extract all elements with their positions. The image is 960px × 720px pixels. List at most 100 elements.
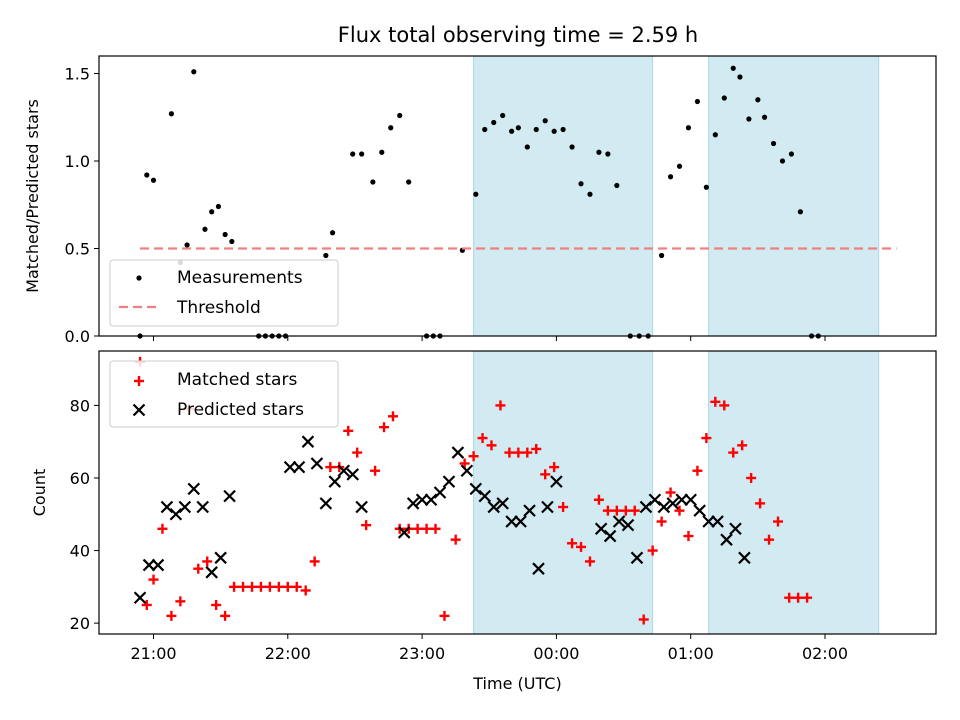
predicted-point <box>648 493 662 507</box>
predicted-point <box>505 515 518 528</box>
shaded-interval <box>473 55 654 337</box>
measurement-point <box>703 184 709 190</box>
legend: Measurements Threshold <box>109 259 339 327</box>
predicted-point <box>675 493 689 507</box>
predicted-point-b <box>505 515 518 528</box>
matched-point <box>282 581 293 592</box>
predicted-point <box>424 493 438 507</box>
predicted-point-b <box>460 464 474 478</box>
predicted-point-b <box>478 489 492 503</box>
predicted-point <box>397 526 411 539</box>
matched-point <box>211 599 222 610</box>
predicted-point <box>603 529 617 543</box>
predicted-point-b <box>196 500 210 514</box>
measurement-point <box>388 125 394 131</box>
bottom-panel: 20 40 60 80 21:00 22:00 23:00 00:00 01:00 02:00 Co… <box>30 350 937 693</box>
predicted-point-b <box>406 497 420 510</box>
predicted-point <box>169 507 183 521</box>
matched-point <box>220 610 231 621</box>
measurement-point <box>482 126 488 133</box>
measurement-point <box>578 181 584 187</box>
predicted-point <box>621 518 635 532</box>
matched-point <box>202 556 213 567</box>
predicted-point-b <box>328 475 342 488</box>
predicted-point <box>487 500 501 514</box>
y-tick-label: 1.5 <box>65 65 90 84</box>
predicted-point <box>301 435 315 448</box>
measurement-point <box>667 174 674 180</box>
x-tick-label: 00:00 <box>533 644 579 663</box>
predicted-point-b <box>738 551 751 565</box>
predicted-point-b <box>621 518 635 532</box>
measurement-point <box>614 182 620 189</box>
predicted-point <box>514 515 527 528</box>
matched-point <box>764 534 775 545</box>
predicted-point <box>612 515 626 528</box>
matched-point <box>352 447 363 458</box>
legend-box <box>109 259 339 327</box>
matched-point <box>193 563 204 574</box>
matched-point <box>728 447 739 458</box>
matched-point <box>683 531 694 542</box>
matched-point <box>755 498 766 509</box>
predicted-point-b <box>469 482 483 496</box>
matched-point <box>674 505 685 516</box>
matched-point <box>665 487 676 498</box>
predicted-point <box>666 497 680 510</box>
matched-point <box>540 469 551 480</box>
legend-box <box>109 360 339 428</box>
predicted-point <box>550 475 563 488</box>
measurement-point <box>168 111 175 117</box>
y-tick-label: 60 <box>70 469 90 488</box>
x-tick-label: 22:00 <box>265 644 311 663</box>
matched-point <box>522 447 533 458</box>
y-tick-label: 0.5 <box>65 240 90 259</box>
measurement-point <box>730 65 736 71</box>
matched-point <box>737 440 748 451</box>
legend-predicted-label: Predicted stars <box>177 400 304 420</box>
predicted-point <box>451 446 465 459</box>
predicted-point-b <box>355 500 368 514</box>
matched-point <box>513 447 524 458</box>
predicted-point-b <box>187 482 201 496</box>
measurement-point <box>515 125 521 131</box>
measurement-point <box>359 151 365 157</box>
predicted-point-b <box>283 460 297 474</box>
predicted-point-b <box>729 522 742 536</box>
predicted-point <box>133 591 147 604</box>
predicted-point-b <box>178 500 192 514</box>
measurement-point <box>605 151 611 157</box>
predicted-point-b <box>424 493 438 507</box>
y-tick-label: 80 <box>70 396 90 415</box>
predicted-point-b <box>675 493 689 507</box>
measurement-point <box>721 95 727 101</box>
top-panel: 0.0 0.5 1.0 1.5 Matched/Predicted stars Measu… <box>23 55 937 346</box>
predicted-point-b <box>711 515 724 528</box>
predicted-point-b <box>603 529 617 543</box>
matched-point <box>370 465 381 476</box>
predicted-point <box>337 464 351 478</box>
measurement-point <box>215 203 222 210</box>
predicted-point <box>223 489 236 503</box>
measurement-point <box>779 158 786 164</box>
matched-point <box>175 596 186 607</box>
predicted-point-b <box>720 533 733 546</box>
x-axis-label: Time (UTC) <box>472 674 561 693</box>
predicted-point <box>178 500 192 514</box>
predicted-point <box>702 515 715 528</box>
measurement-point <box>329 230 336 236</box>
matched-point <box>255 581 266 592</box>
predicted-point <box>319 497 333 510</box>
matched-point <box>602 505 613 516</box>
measurement-point <box>797 209 803 215</box>
matched-point <box>477 433 488 444</box>
predicted-point-b <box>487 500 501 514</box>
matched-point <box>784 592 795 603</box>
predicted-point-b <box>666 497 680 510</box>
matched-point <box>719 400 730 411</box>
measurement-point <box>191 69 197 75</box>
predicted-point <box>541 500 554 514</box>
predicted-point-b <box>550 475 563 488</box>
predicted-point-b <box>319 497 333 510</box>
